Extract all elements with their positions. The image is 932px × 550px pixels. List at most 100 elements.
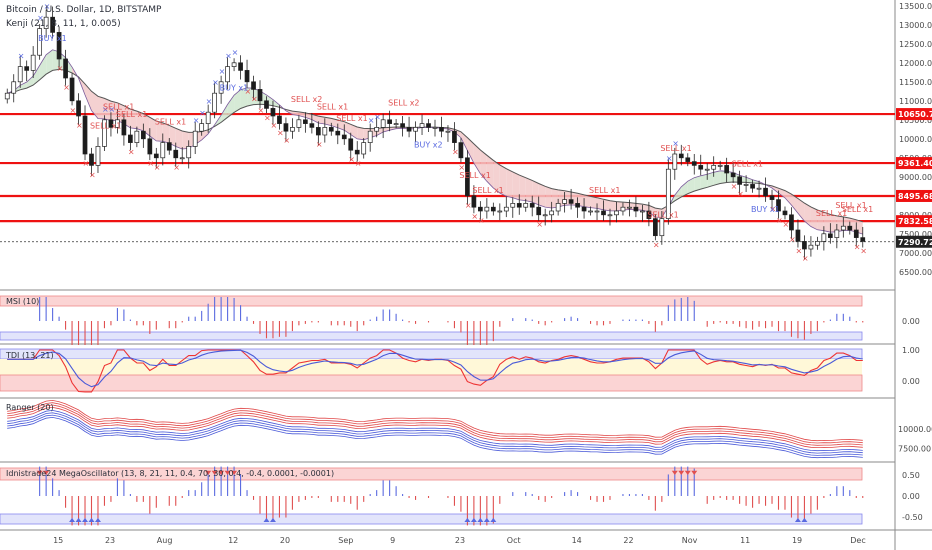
candle-body	[815, 241, 820, 246]
cloud-segment	[221, 104, 228, 123]
buy-signal-label: BUY x1	[38, 34, 67, 43]
tdi-slow-line	[7, 349, 863, 388]
kenji-cloud	[7, 49, 863, 235]
key-levels	[0, 112, 895, 223]
mega-high-triangle	[231, 470, 238, 475]
candle-body	[672, 153, 678, 170]
candle-body	[95, 146, 101, 166]
cloud-segment	[162, 122, 170, 144]
candle-body	[199, 123, 205, 132]
sell-signal-label: SELL x2	[291, 95, 322, 104]
sell-cross-marker: ×	[731, 182, 738, 191]
cloud-segment	[473, 143, 481, 174]
mega-low-triangle	[470, 517, 477, 523]
candle-body	[685, 157, 691, 162]
cloud-segment	[830, 214, 837, 233]
candle-body	[257, 89, 263, 102]
candle-body	[4, 92, 10, 100]
candle-body	[588, 210, 593, 213]
candle-body	[303, 119, 308, 124]
cloud-segment	[525, 177, 533, 203]
candle-body	[497, 210, 503, 213]
candle-body	[63, 58, 68, 79]
cloud-segment	[797, 198, 805, 222]
candle-body	[102, 119, 107, 147]
candle-body	[763, 187, 768, 197]
price-badge-label: 10650.75	[898, 110, 932, 119]
candle-body	[413, 127, 418, 132]
candle-body	[640, 210, 645, 213]
candle-body	[782, 210, 788, 216]
cloud-segment	[39, 54, 47, 80]
candle-body	[568, 199, 574, 204]
signal-markers: ×××××××××× ××× × ××××××× ×××××××× ×× ×× ××××× × ×…	[18, 2, 867, 263]
time-tick: Nov	[682, 536, 698, 545]
pane-tick: 1.00	[902, 346, 920, 355]
candle-body	[225, 66, 230, 83]
ranger-tick: 7500.00	[898, 444, 931, 453]
time-tick: Sep	[338, 536, 353, 545]
cloud-segment	[817, 210, 824, 231]
cloud-segment	[247, 87, 254, 107]
cloud-segment	[324, 117, 332, 126]
candle-body	[821, 233, 827, 242]
cloud-segment	[331, 118, 338, 128]
sell-cross-marker: ×	[478, 216, 485, 225]
buy-cross-marker: ×	[672, 139, 679, 148]
candle-body	[367, 130, 373, 143]
candle-body	[37, 28, 43, 56]
main-legend: Bitcoin / U.S. Dollar, 1D, BITSTAMP Kenj…	[6, 5, 162, 29]
time-tick: 20	[280, 536, 290, 545]
price-badge	[896, 108, 932, 121]
candle-body	[173, 149, 179, 159]
cloud-segment	[467, 137, 474, 164]
last-price-badge	[896, 235, 932, 248]
kenji-legend: Kenji (21, 8, 11, 1, 0.005)	[6, 19, 121, 29]
candle-body	[393, 123, 399, 125]
candle-body	[594, 210, 600, 213]
sell-signal-label: SELL x1	[835, 201, 866, 210]
price-badge-label: 9361.40	[898, 159, 932, 168]
candle-body	[665, 168, 671, 219]
cloud-segment	[156, 120, 163, 142]
cloud-segment	[20, 82, 27, 90]
sell-cross-marker: ×	[860, 246, 867, 255]
candle-body	[458, 142, 464, 159]
candle-body	[678, 153, 684, 159]
candle-body	[426, 123, 431, 128]
ranger-band-line	[7, 416, 863, 459]
pane-tick: 0.00	[902, 317, 920, 326]
candle-body	[465, 157, 470, 197]
cloud-segment	[532, 180, 539, 205]
candle-body	[166, 142, 172, 151]
tdi-legend: TDI (13, 21)	[5, 351, 54, 360]
cloud-segment	[97, 96, 105, 119]
candle-body	[523, 203, 529, 208]
price-tick: 13000.00	[899, 21, 932, 30]
candle-body	[802, 241, 807, 250]
time-axis[interactable]: 15 23 Aug 12 20 Sep 9 23 Oct 14 22 Nov 11 19 Dec	[53, 536, 866, 545]
cloud-segment	[545, 186, 552, 208]
cloud-segment	[389, 127, 397, 131]
sell-cross-marker: ×	[277, 129, 284, 138]
candle-body	[270, 108, 276, 117]
time-tick: 11	[740, 536, 750, 545]
candle-body	[76, 100, 81, 117]
mega-histogram	[36, 466, 864, 526]
sell-cross-marker: ×	[653, 241, 660, 250]
sell-cross-marker: ×	[147, 159, 154, 168]
buy-signal-label: BUY x2	[414, 141, 443, 150]
pane-tick: 0.00	[902, 492, 920, 501]
sell-cross-marker: ×	[737, 189, 744, 198]
ranger-band-line	[7, 412, 863, 454]
candle-body	[179, 157, 185, 160]
sell-cross-marker: ×	[76, 121, 83, 130]
buy-cross-marker: ×	[206, 97, 213, 106]
buy-cross-marker: ×	[225, 52, 232, 61]
tdi-lines	[7, 349, 863, 393]
candle-body	[484, 206, 490, 212]
candle-body	[24, 66, 30, 71]
mega-low-triangle	[477, 517, 484, 523]
price-axis[interactable]: 13500.00 13000.00 12500.00 12000.00 11500.00…	[899, 2, 932, 277]
